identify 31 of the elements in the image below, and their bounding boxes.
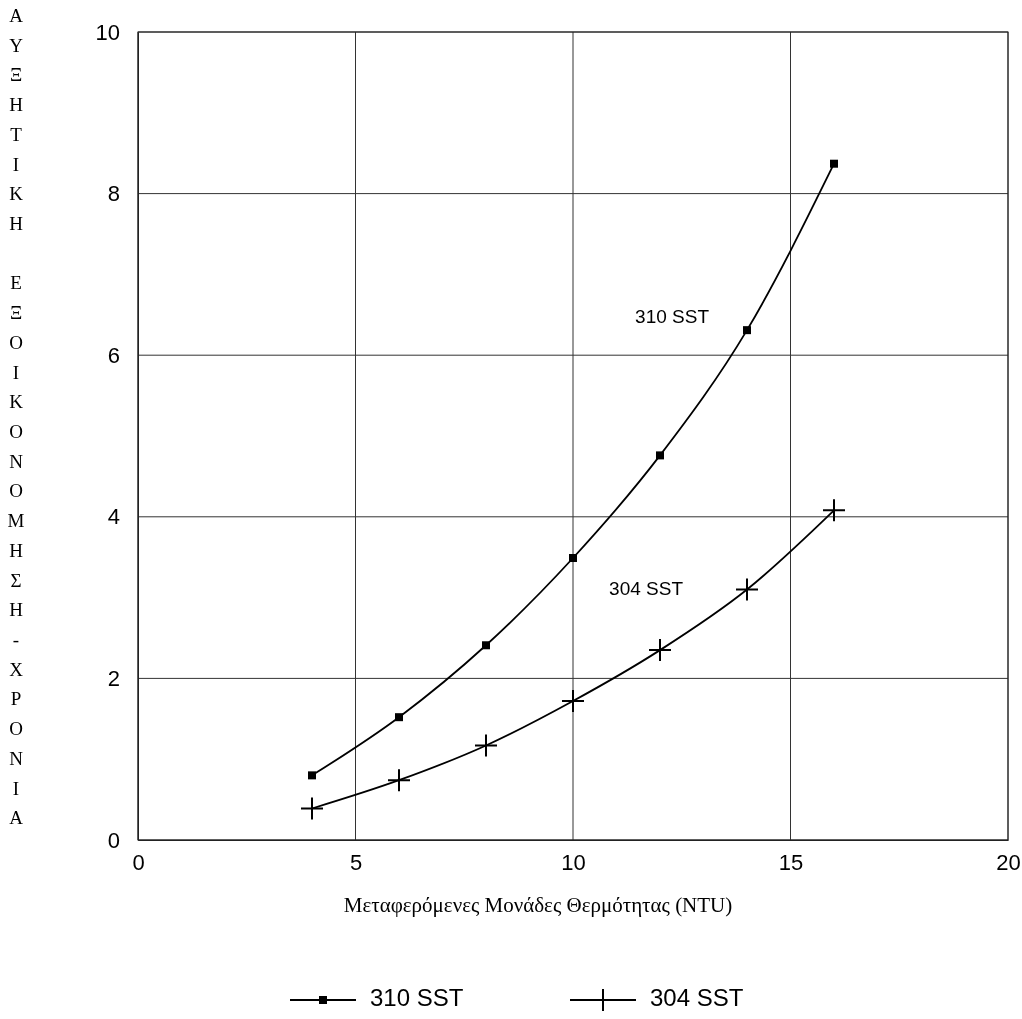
point <box>482 641 490 650</box>
text: 304 SST <box>609 577 683 599</box>
x-tick-label: 15 <box>778 849 804 875</box>
x-axis-title: Μεταφερόμενες Μονάδες Θερμότητας (NTU) <box>343 893 733 917</box>
y-tick-label: 0 <box>107 827 120 853</box>
y-tick-label: 10 <box>95 19 120 45</box>
point <box>308 771 316 780</box>
point <box>736 578 758 601</box>
x-tick-label: 10 <box>561 849 586 875</box>
point <box>301 797 323 820</box>
point <box>569 554 577 563</box>
point <box>649 639 671 662</box>
x-tick-label: 0 <box>132 849 145 875</box>
y-tick-label: 8 <box>107 181 120 207</box>
text: ΑΥΞΗΤΙΚΗ ΕΞΟΙΚΟΝΟΜΗΣΗ-ΧΡΟΝΙΑ <box>7 5 25 829</box>
y-tick-label: 6 <box>107 342 120 368</box>
x-tick-label: 5 <box>349 849 363 875</box>
point <box>743 326 751 335</box>
point <box>562 690 584 713</box>
y-tick-label: 4 <box>107 504 120 530</box>
point <box>830 159 838 168</box>
legend-label: 304 SST <box>650 984 744 1012</box>
point <box>823 499 845 522</box>
x-tick-label: 20 <box>996 849 1021 875</box>
point <box>395 713 403 722</box>
point <box>388 769 410 792</box>
point <box>475 734 497 757</box>
text: 310 SST <box>635 306 709 328</box>
point <box>656 451 664 460</box>
y-tick-label: 2 <box>107 665 120 691</box>
legend-label: 310 SST <box>370 984 464 1012</box>
